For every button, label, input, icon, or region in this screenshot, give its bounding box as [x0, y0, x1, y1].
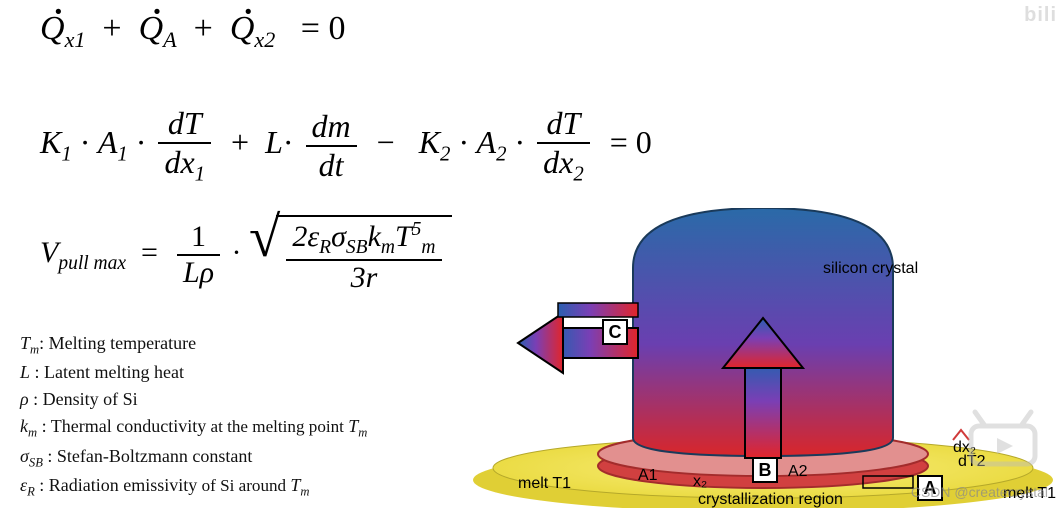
equation-1: Qx1 + QA + Qx2 = 0 — [40, 10, 345, 53]
melt-left-label: melt T1 — [518, 475, 571, 492]
legend-row: km : Thermal conductivity at the melting… — [20, 413, 367, 442]
legend-row: ρ : Density of Si — [20, 386, 367, 413]
legend-row: Tm: Melting temperature — [20, 330, 367, 359]
x2-label: x₂ — [693, 473, 707, 490]
watermark-tv-icon — [963, 408, 1043, 468]
watermark-text: CSDN @createcrystal — [911, 484, 1048, 500]
cryst-region-label: crystallization region — [698, 491, 843, 508]
legend-row: σSB : Stefan-Boltzmann constant — [20, 443, 367, 472]
legend-row: L : Latent melting heat — [20, 359, 367, 386]
box-c-label: C — [609, 322, 622, 342]
a1-label: A1 — [638, 467, 658, 484]
a2-label: A2 — [788, 463, 808, 480]
watermark-topright: bili — [1024, 4, 1057, 27]
equation-2: K1 · A1 · dT dx1 + L· dm dt − K2 · A2 · … — [40, 105, 652, 186]
crystal-label: silicon crystal — [823, 260, 918, 277]
symbols-legend: Tm: Melting temperature L : Latent melti… — [20, 330, 367, 502]
box-b-label: B — [759, 460, 772, 480]
equation-3: Vpull max = 1 Lρ · √ 2εRσSBkmT5m 3r — [40, 215, 452, 295]
legend-row: εR : Radiation emissivity of Si around T… — [20, 472, 367, 501]
